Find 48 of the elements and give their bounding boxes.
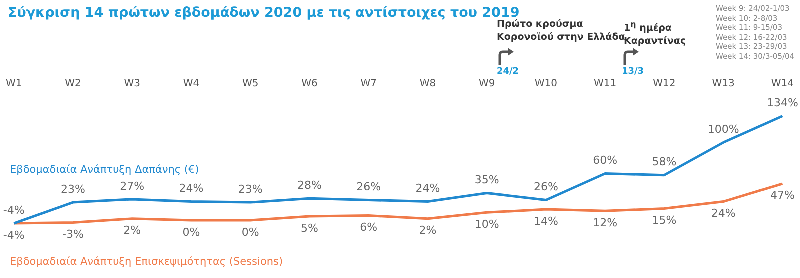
data-label: -4% xyxy=(3,228,25,242)
data-label: 100% xyxy=(708,123,740,136)
data-label: 28% xyxy=(298,179,322,192)
data-label: 47% xyxy=(770,189,795,202)
data-label: 26% xyxy=(356,180,382,194)
data-label: 24% xyxy=(416,182,440,196)
x-tick-label: W11 xyxy=(594,78,617,90)
text: 24/2 xyxy=(497,67,520,77)
data-label: 24% xyxy=(179,182,204,196)
data-label: 27% xyxy=(120,180,145,193)
text: Εβδομαδιαία Ανάπτυξη Επισκεψιμότητας (Sessions) xyxy=(10,256,284,268)
data-label: 24% xyxy=(711,207,736,220)
x-tick-label: W6 xyxy=(302,78,318,90)
x-tick-label: W7 xyxy=(360,78,377,90)
data-label: 60% xyxy=(593,154,618,168)
text: Εβδομαδιαία Ανάπτυξη Δαπάνης (€) xyxy=(10,164,200,176)
x-tick-label: W9 xyxy=(478,78,496,90)
data-label: 10% xyxy=(474,218,500,232)
data-label: 0% xyxy=(182,226,200,239)
x-tick-label: W5 xyxy=(242,78,259,90)
data-label: 5% xyxy=(301,222,318,235)
data-label: 2% xyxy=(419,224,437,238)
data-label: -4% xyxy=(3,204,25,217)
x-tick-label: W13 xyxy=(712,78,735,90)
data-label: 2% xyxy=(124,224,142,238)
data-label: 35% xyxy=(474,174,500,187)
x-tick-label: W8 xyxy=(420,78,436,90)
data-label: 15% xyxy=(652,214,677,228)
x-tick-label: W10 xyxy=(534,78,558,90)
data-label: 12% xyxy=(593,216,618,230)
text: Πρώτο κρούσμα Κορονοϊού στην Ελλάδα xyxy=(497,19,626,43)
data-label: 14% xyxy=(534,214,558,228)
x-tick-label: W2 xyxy=(65,78,82,90)
data-label: 26% xyxy=(534,180,558,194)
data-label: 6% xyxy=(360,221,378,234)
x-tick-label: W12 xyxy=(653,78,676,90)
x-tick-label: W4 xyxy=(183,78,200,90)
data-label: -3% xyxy=(62,228,84,242)
x-tick-label: W1 xyxy=(6,78,22,90)
data-label: 134% xyxy=(766,96,798,110)
x-tick-label: W14 xyxy=(771,78,794,90)
data-label: 23% xyxy=(238,182,263,196)
data-label: 58% xyxy=(652,156,677,169)
x-tick-label: W3 xyxy=(124,78,140,90)
text: 1$^{η}$ ημέρα Καραντίνας xyxy=(624,19,688,48)
text: 13/3 xyxy=(622,66,646,79)
data-label: 23% xyxy=(61,182,86,196)
data-label: 0% xyxy=(242,226,260,239)
